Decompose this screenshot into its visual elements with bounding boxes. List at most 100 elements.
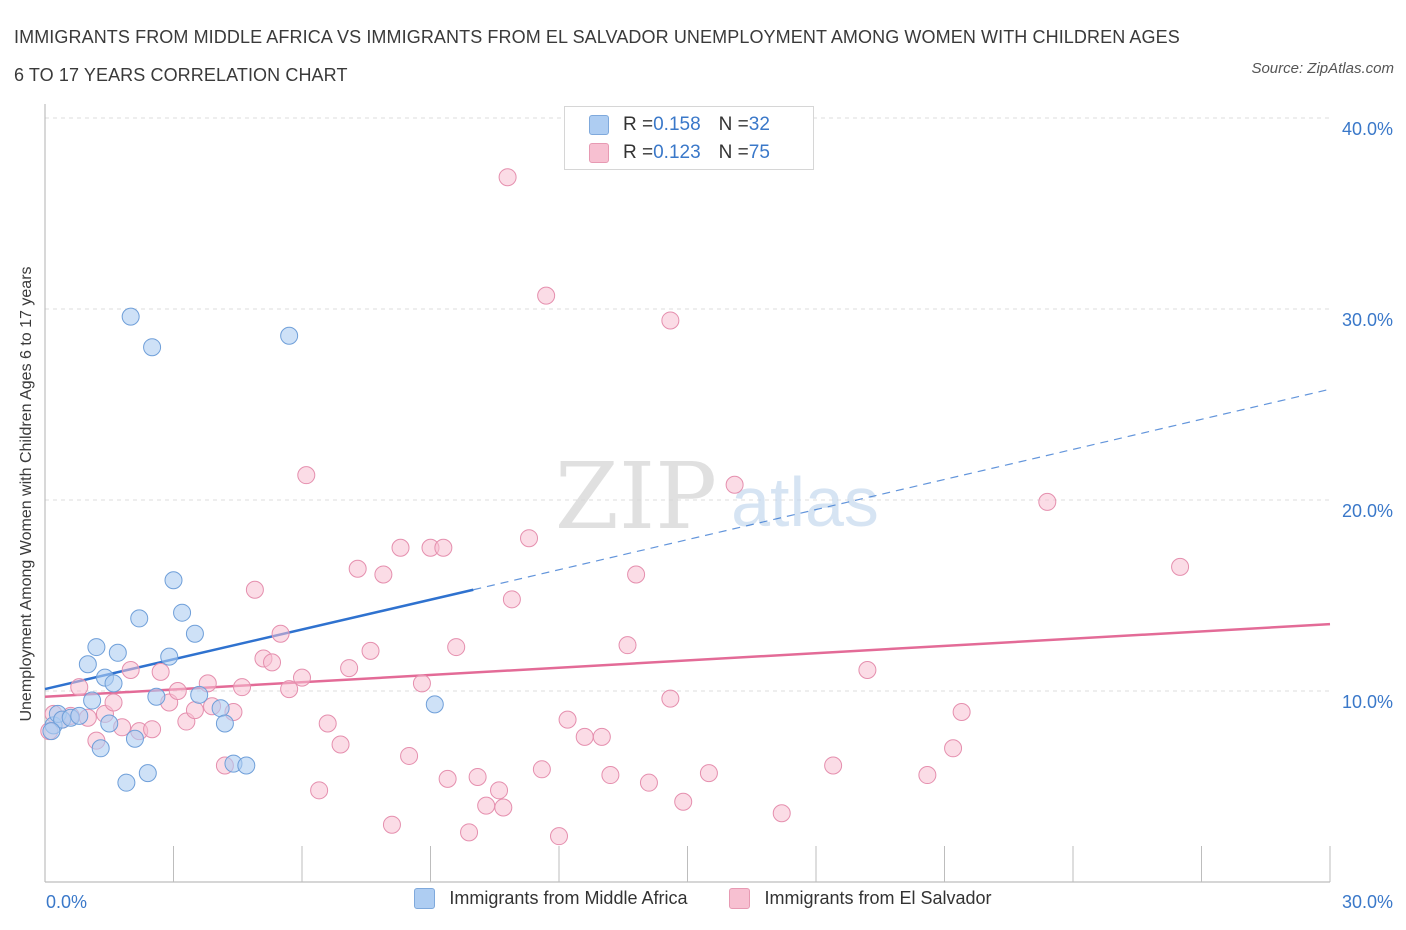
el-salvador-trend-line [44,622,1331,698]
middle-africa-point [190,685,209,704]
el-salvador-point [460,823,479,842]
el-salvador-point [537,286,556,305]
el-salvador-point [168,682,187,700]
el-salvador-point [918,766,937,785]
el-salvador-point [318,714,337,733]
watermark-atlas: atlas [731,463,879,541]
legend-swatch-blue [589,115,609,135]
middle-africa-point [147,687,166,706]
el-salvador-point [490,781,509,800]
legend-n-label: N = [718,142,749,163]
middle-africa-trend-line [44,588,474,691]
el-salvador-point [297,466,316,485]
middle-africa-point [83,691,102,710]
el-salvador-point [1171,557,1190,576]
series-legend-item-middle-africa[interactable]: Immigrants from Middle Africa [414,888,687,909]
chart-title: IMMIGRANTS FROM MIDDLE AFRICA VS IMMIGRA… [14,27,1180,85]
el-salvador-point [412,674,431,693]
middle-africa-point [425,695,444,714]
el-salvador-point [293,668,311,687]
middle-africa-point [91,739,110,758]
series-legend-label: Immigrants from Middle Africa [449,888,688,908]
el-salvador-point [674,792,693,811]
source-label: Source: ZipAtlas.com [1251,60,1394,77]
legend-r-value: 0.123 [653,142,701,163]
middle-africa-point [173,603,192,622]
el-salvador-point [725,475,744,494]
legend-row-middle-africa: R = 0.158 N = 32 [565,111,770,139]
legend-n-value: 75 [748,142,770,163]
middle-africa-point [42,722,61,741]
series-legend: Immigrants from Middle Africa Immigrants… [0,888,1406,909]
middle-africa-point [121,307,140,326]
el-salvador-point [520,529,539,548]
axes [44,104,1331,883]
el-salvador-point [661,689,680,708]
series-legend-item-el-salvador[interactable]: Immigrants from El Salvador [729,888,992,909]
middle-africa-point [100,714,119,733]
middle-africa-point [164,571,183,590]
el-salvador-point [502,590,521,609]
el-salvador-point [558,710,577,729]
el-salvador-point [271,624,290,643]
y-tick-label: 20.0% [1342,501,1393,521]
el-salvador-point [104,693,123,712]
el-salvador-point [661,311,680,330]
el-salvador-point [477,796,496,815]
el-salvador-point [280,680,299,699]
el-salvador-point [494,798,513,817]
el-salvador-point [331,735,350,754]
middle-africa-point [185,624,204,643]
el-salvador-point [438,769,457,788]
el-salvador-point [245,580,264,599]
el-salvador-point [944,739,963,758]
el-salvador-point [348,559,367,578]
legend-r-label: R = [623,114,654,135]
middle-africa-point [125,729,144,748]
watermark-zip: ZIP [555,443,717,550]
trend-lines [44,388,1331,698]
middle-africa-trend-extension [473,388,1331,591]
el-salvador-point [858,660,877,679]
el-salvador-point [1038,492,1057,511]
el-salvador-point [374,565,393,584]
el-salvador-point [498,168,517,187]
middle-africa-point [215,714,234,733]
el-salvador-point [361,641,380,660]
el-salvador-point [340,659,359,678]
el-salvador-point [121,660,140,679]
el-salvador-point [639,773,658,792]
legend-row-el-salvador: R = 0.123 N = 75 [565,139,770,167]
series-legend-label: Immigrants from El Salvador [764,888,992,908]
middle-africa-point [237,756,256,775]
el-salvador-point [592,727,611,746]
el-salvador-point [952,703,971,722]
el-salvador-point [382,815,401,834]
el-salvador-point [185,701,204,720]
middle-africa-point [108,643,127,662]
el-salvador-point [233,678,252,697]
y-tick-label: 10.0% [1342,692,1393,712]
middle-africa-point [87,638,106,657]
el-salvador-point [618,636,637,655]
y-tick-label: 30.0% [1342,310,1393,330]
middle-africa-point [160,647,179,666]
el-salvador-point [310,781,329,800]
el-salvador-point [627,565,646,584]
el-salvador-point [391,538,410,557]
el-salvador-point [70,678,89,697]
el-salvador-point [447,638,466,657]
el-salvador-point [532,760,551,779]
middle-africa-point [130,609,149,628]
series-swatch-pink [729,888,751,909]
legend-swatch-pink [589,143,609,163]
el-salvador-point [575,727,594,746]
grid-lines [45,117,1330,692]
x-tick-label: 0.0% [46,892,87,912]
legend-n-label: N = [718,114,749,135]
el-salvador-point [468,767,487,786]
series-swatch-blue [414,888,436,909]
correlation-legend: R = 0.158 N = 32 R = 0.123 N = 75 [564,106,814,170]
y-tick-label: 40.0% [1342,119,1393,139]
el-salvador-point [400,746,419,765]
